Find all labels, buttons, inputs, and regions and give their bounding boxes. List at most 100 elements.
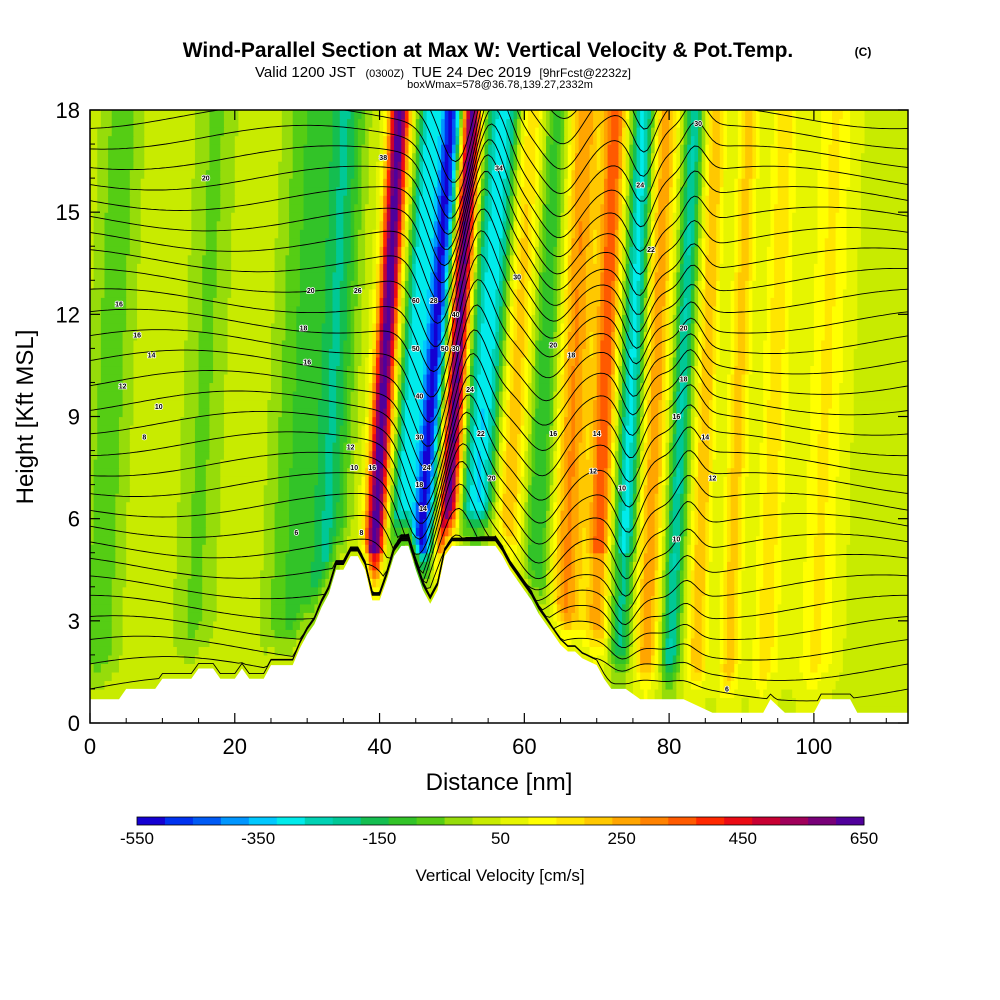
heat-cell (397, 425, 402, 435)
heat-cell (285, 586, 319, 596)
heat-cell (752, 646, 761, 656)
heat-cell (560, 629, 587, 639)
heat-cell (415, 544, 420, 554)
heat-cell (593, 578, 601, 588)
heat-cell (701, 433, 710, 443)
heat-cell (571, 390, 576, 401)
heat-cell (404, 510, 410, 520)
heat-cell (361, 314, 370, 324)
heat-cell (520, 510, 525, 520)
heat-cell (361, 467, 366, 477)
heat-cell (741, 561, 746, 571)
heat-cell (477, 484, 482, 494)
heat-cell (506, 322, 511, 332)
heat-cell (701, 322, 706, 332)
heat-cell (173, 629, 189, 639)
heat-cell (267, 399, 283, 409)
heat-cell (665, 416, 670, 426)
heat-cell (578, 305, 587, 315)
heat-cell (669, 603, 677, 613)
heat-cell (412, 544, 417, 554)
heat-cell (549, 629, 562, 639)
heat-cell (611, 595, 616, 605)
heat-cell (466, 314, 471, 324)
heat-cell (499, 459, 504, 469)
heat-cell (770, 390, 782, 401)
heat-cell (404, 356, 410, 367)
heat-cell (745, 331, 750, 341)
heat-cell (499, 348, 504, 358)
heat-cell (810, 416, 822, 426)
heat-cell (687, 339, 692, 349)
heat-cell (614, 476, 620, 486)
heat-cell (571, 407, 576, 418)
heat-cell (126, 578, 174, 588)
heat-cell (473, 322, 478, 332)
heat-cell (701, 612, 706, 622)
heat-cell (379, 476, 384, 486)
heat-cell (426, 425, 431, 435)
heat-cell (495, 535, 504, 545)
heat-cell (701, 680, 721, 690)
heat-cell (495, 407, 500, 418)
heat-cell (441, 348, 446, 358)
heat-cell (488, 501, 493, 511)
heat-cell (332, 561, 341, 571)
heat-cell (473, 416, 478, 426)
heat-cell (118, 433, 131, 443)
heat-cell (502, 425, 507, 435)
heat-cell (723, 527, 728, 537)
heat-cell (705, 705, 717, 716)
heat-cell (774, 637, 779, 647)
heat-cell (401, 493, 417, 503)
heat-cell (607, 561, 612, 571)
heat-cell (571, 612, 580, 622)
heat-cell (520, 535, 525, 545)
heat-cell (549, 527, 554, 537)
heat-cell (741, 544, 746, 554)
heat-cell (669, 561, 674, 571)
heat-cell (803, 646, 811, 656)
heat-cell (658, 535, 663, 545)
heat-cell (643, 527, 648, 537)
heat-cell (719, 586, 725, 596)
heat-cell (441, 501, 446, 511)
heat-cell (216, 280, 232, 290)
heat-cell (763, 373, 772, 384)
heat-cell (777, 663, 801, 673)
heat-cell (477, 322, 482, 332)
heat-cell (285, 561, 312, 571)
heat-cell (669, 322, 674, 332)
heat-cell (741, 484, 746, 494)
heat-cell (582, 544, 587, 554)
heat-cell (723, 654, 728, 664)
heat-cell (520, 527, 525, 537)
heat-cell (647, 450, 652, 460)
heat-cell (777, 527, 782, 537)
heat-cell (448, 527, 453, 537)
heat-cell (745, 288, 750, 298)
heat-cell (278, 484, 290, 494)
heat-cell (763, 416, 768, 426)
heat-cell (683, 305, 688, 315)
heat-cell (560, 484, 565, 494)
heat-cell (553, 305, 558, 315)
heat-cell (509, 280, 515, 290)
heat-cell (687, 407, 692, 418)
heat-cell (817, 510, 826, 520)
heat-cell (90, 586, 113, 596)
heat-cell (194, 442, 211, 452)
heat-cell (672, 339, 677, 349)
heat-cell (578, 535, 583, 545)
heat-cell (781, 365, 790, 375)
heat-cell (430, 297, 435, 307)
heat-cell (357, 288, 363, 298)
heat-cell (383, 433, 388, 443)
heat-cell (575, 322, 580, 332)
heat-cell (690, 569, 696, 579)
heat-cell (198, 373, 214, 384)
heat-cell (741, 697, 750, 707)
heat-cell (748, 322, 753, 332)
heat-cell (451, 382, 460, 392)
heat-cell (575, 297, 580, 307)
